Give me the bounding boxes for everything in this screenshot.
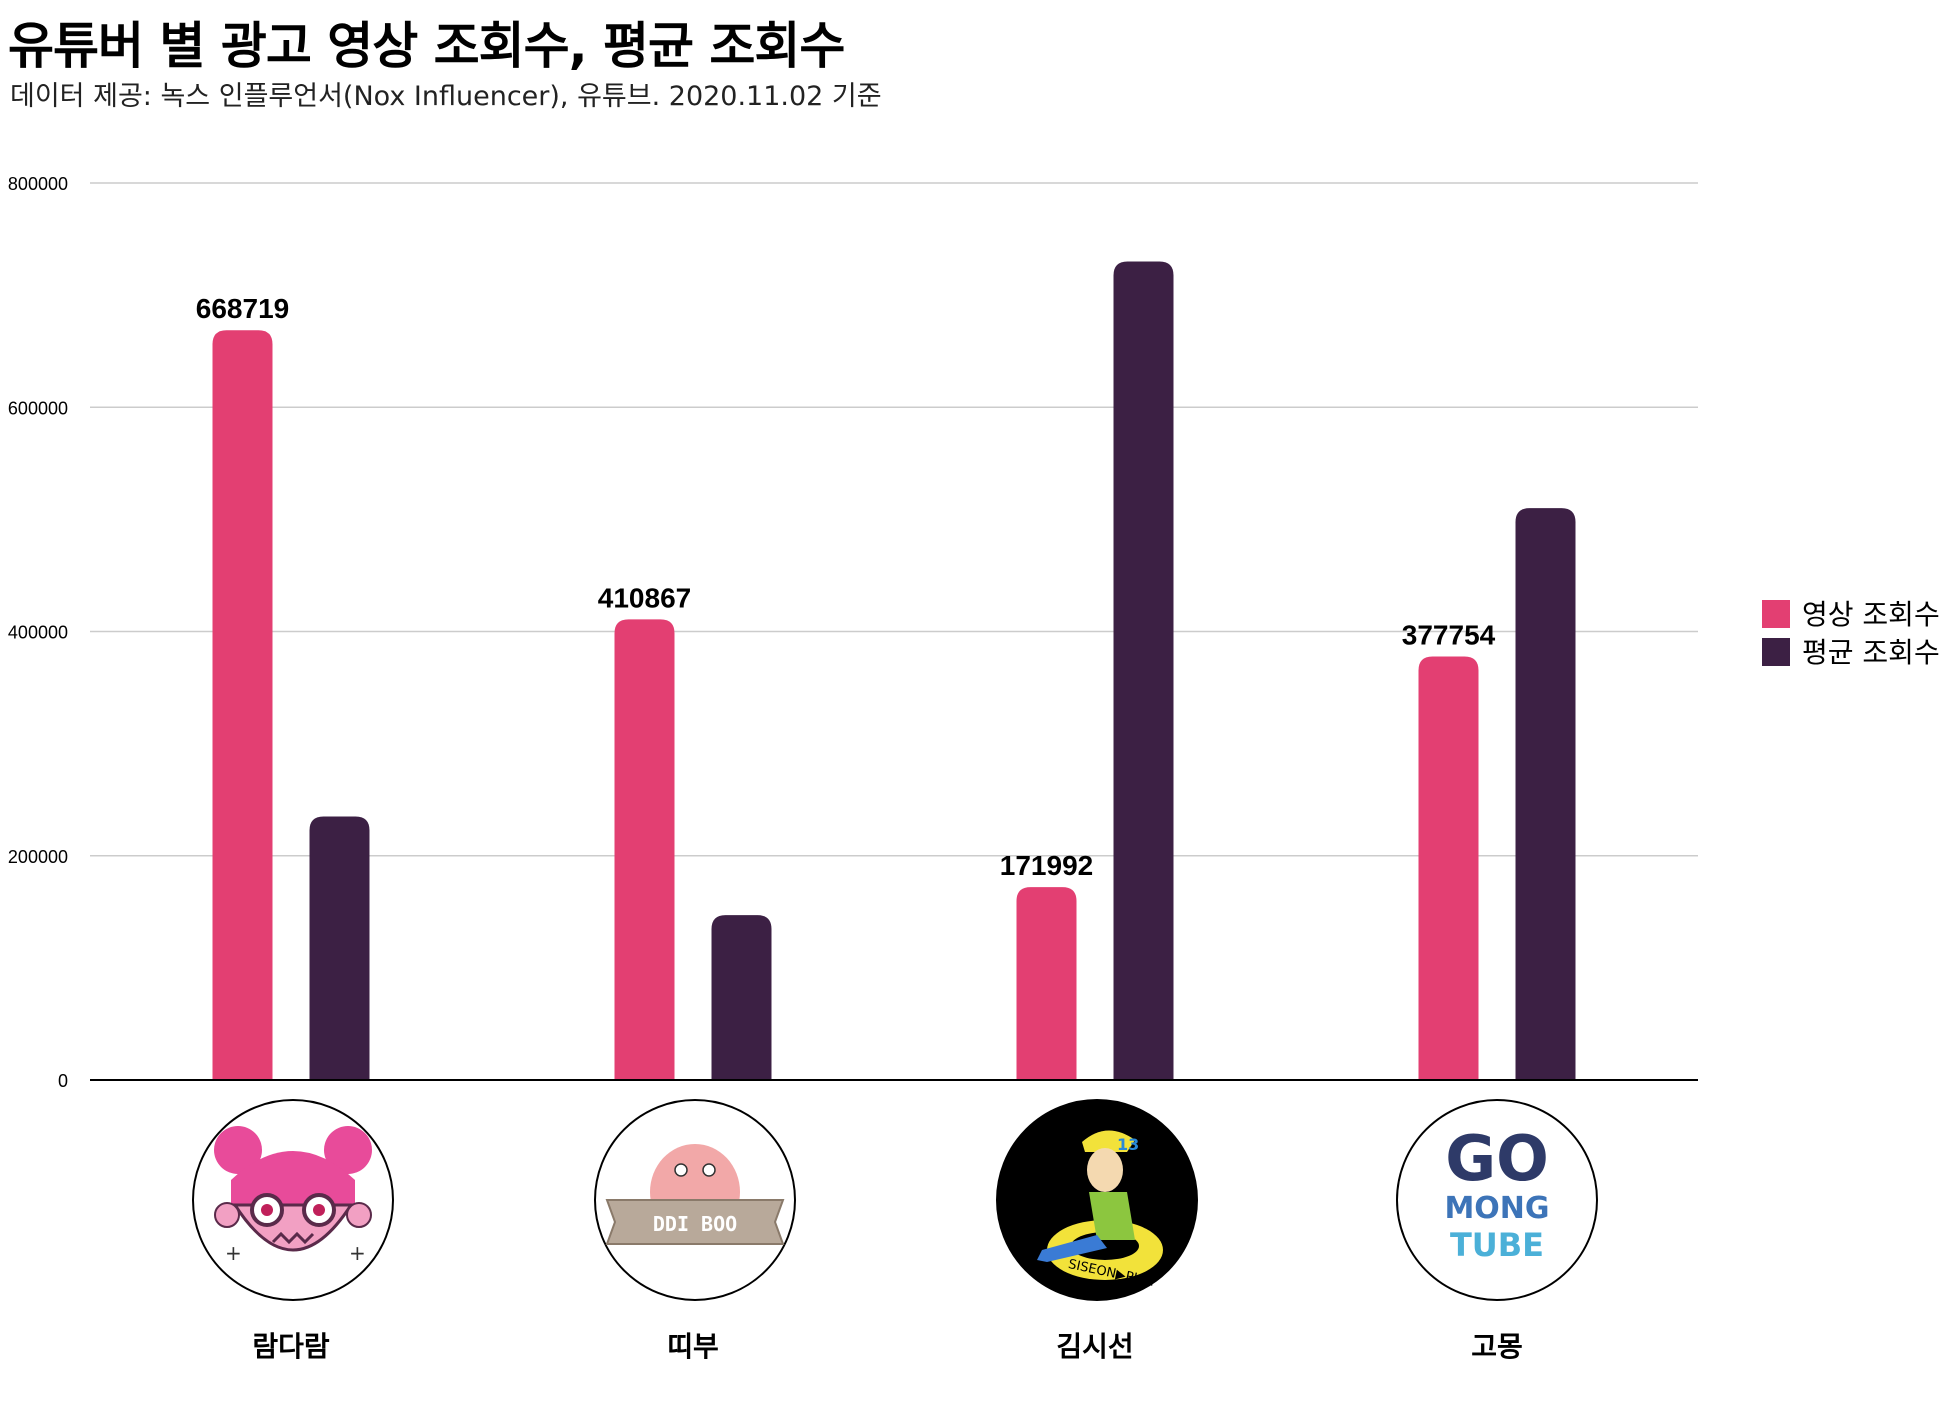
bar-ad-views xyxy=(614,619,675,1080)
data-label: 377754 xyxy=(1402,619,1496,650)
y-tick-label: 0 xyxy=(58,1071,68,1091)
ramdaram-avatar-icon: + + xyxy=(192,1099,394,1301)
bar-avg-views xyxy=(1113,261,1174,1080)
bar-ad-views xyxy=(1418,656,1479,1080)
data-label: 410867 xyxy=(598,582,691,613)
gomong-logo-text-go: GO xyxy=(1445,1122,1549,1195)
page-subtitle: 데이터 제공: 녹스 인플루언서(Nox Influencer), 유튜브. 2… xyxy=(10,81,882,112)
category-label: 고몽 xyxy=(1471,1330,1523,1363)
svg-text:+: + xyxy=(349,1241,366,1265)
legend-label: 영상 조회수 xyxy=(1802,598,1940,631)
y-tick-label: 200000 xyxy=(8,847,68,867)
data-labels: 668719 410867 171992 377754 xyxy=(196,293,1496,881)
legend-swatch xyxy=(1762,600,1790,628)
category-labels: 람다람 띠부 김시선 고몽 xyxy=(252,1330,1522,1363)
ddiboo-avatar-icon: DDI BOO xyxy=(594,1099,796,1301)
bar-avg-views xyxy=(711,915,772,1080)
svg-text:+: + xyxy=(225,1241,242,1265)
y-axis-ticks: 0 200000 400000 600000 800000 xyxy=(8,174,68,1091)
gomong-avatar-icon: GO MONG TUBE xyxy=(1396,1099,1598,1301)
ddiboo-logo-text: DDI BOO xyxy=(653,1212,737,1236)
y-tick-label: 800000 xyxy=(8,174,68,194)
legend-label: 평균 조회수 xyxy=(1802,636,1940,669)
y-tick-label: 600000 xyxy=(8,398,68,418)
bar-avg-views xyxy=(1515,508,1576,1081)
legend-swatch xyxy=(1762,638,1790,666)
category-label: 띠부 xyxy=(667,1330,719,1363)
bars xyxy=(212,261,1576,1081)
category-label: 람다람 xyxy=(252,1330,330,1363)
page-title: 유튜버 별 광고 영상 조회수, 평균 조회수 xyxy=(8,17,845,75)
bar-avg-views xyxy=(309,816,370,1080)
data-label: 668719 xyxy=(196,293,289,324)
data-label: 171992 xyxy=(1000,850,1093,881)
siseon-number-text: 13 xyxy=(1117,1135,1139,1154)
gomong-logo-text-tube: TUBE xyxy=(1450,1226,1544,1264)
y-tick-label: 400000 xyxy=(8,623,68,643)
bar-ad-views xyxy=(1016,887,1077,1080)
gomong-logo-text-mong: MONG xyxy=(1444,1191,1549,1226)
bar-ad-views xyxy=(212,330,273,1080)
category-label: 김시선 xyxy=(1056,1330,1133,1363)
siseon-avatar-icon: 13 SISEON▶PLAY xyxy=(996,1099,1198,1301)
